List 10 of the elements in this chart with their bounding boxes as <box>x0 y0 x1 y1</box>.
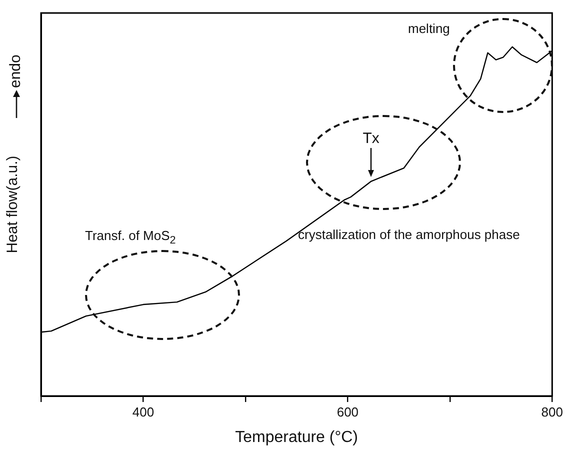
x-tick-label: 400 <box>132 404 154 420</box>
annotation: crystallization of the amorphous phase <box>298 227 520 242</box>
x-tick-label: 600 <box>336 404 359 420</box>
y-axis-title: Heat flow(a.u.) <box>4 156 22 254</box>
annotation: Tx <box>362 130 380 148</box>
text: endo <box>7 54 24 88</box>
annotation: Transf. of MoS$_{2}$ <box>85 228 176 247</box>
x-tick-label: 800 <box>541 404 564 420</box>
text: melting <box>408 21 450 36</box>
x-axis-title: Temperature (°C) <box>235 428 358 446</box>
